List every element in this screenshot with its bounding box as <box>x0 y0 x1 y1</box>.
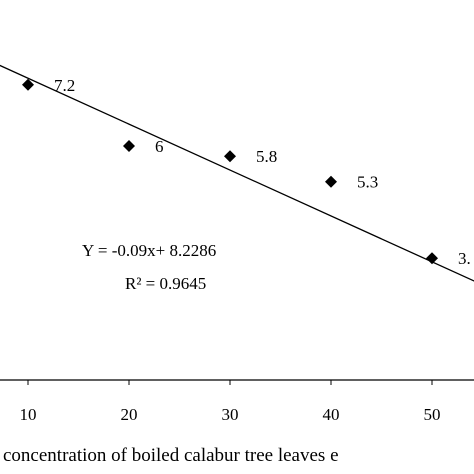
data-label: 3. <box>458 249 471 268</box>
data-point <box>22 78 34 91</box>
data-point <box>325 175 337 188</box>
data-labels: 7.2 6 5.8 5.3 3. <box>54 76 471 268</box>
data-point <box>224 150 236 163</box>
x-tick-label: 30 <box>222 405 239 424</box>
r-squared: R² = 0.9645 <box>125 274 206 293</box>
x-tick-label: 10 <box>20 405 37 424</box>
x-ticks <box>27 380 433 385</box>
x-tick-label: 40 <box>323 405 340 424</box>
x-tick-label: 50 <box>424 405 441 424</box>
data-points <box>22 78 438 265</box>
data-point <box>426 252 438 265</box>
data-label: 7.2 <box>54 76 75 95</box>
trendline-group <box>0 64 474 282</box>
trendline <box>0 64 474 282</box>
data-point <box>123 140 135 152</box>
data-label: 6 <box>155 137 164 156</box>
trendline-equation: Y = -0.09x+ 8.2286 <box>82 241 216 260</box>
x-axis-title: concentration of boiled calabur tree lea… <box>3 445 339 466</box>
data-label: 5.8 <box>256 147 277 166</box>
data-label: 5.3 <box>357 173 378 192</box>
x-tick-label: 20 <box>121 405 138 424</box>
x-tick-labels: 10 20 30 40 50 <box>20 405 441 424</box>
